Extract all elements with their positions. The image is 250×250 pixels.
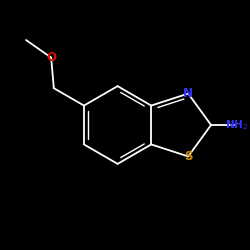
Text: S: S [184, 150, 192, 163]
Text: N: N [183, 87, 193, 100]
Text: NH$_2$: NH$_2$ [225, 118, 248, 132]
Text: O: O [46, 51, 56, 64]
